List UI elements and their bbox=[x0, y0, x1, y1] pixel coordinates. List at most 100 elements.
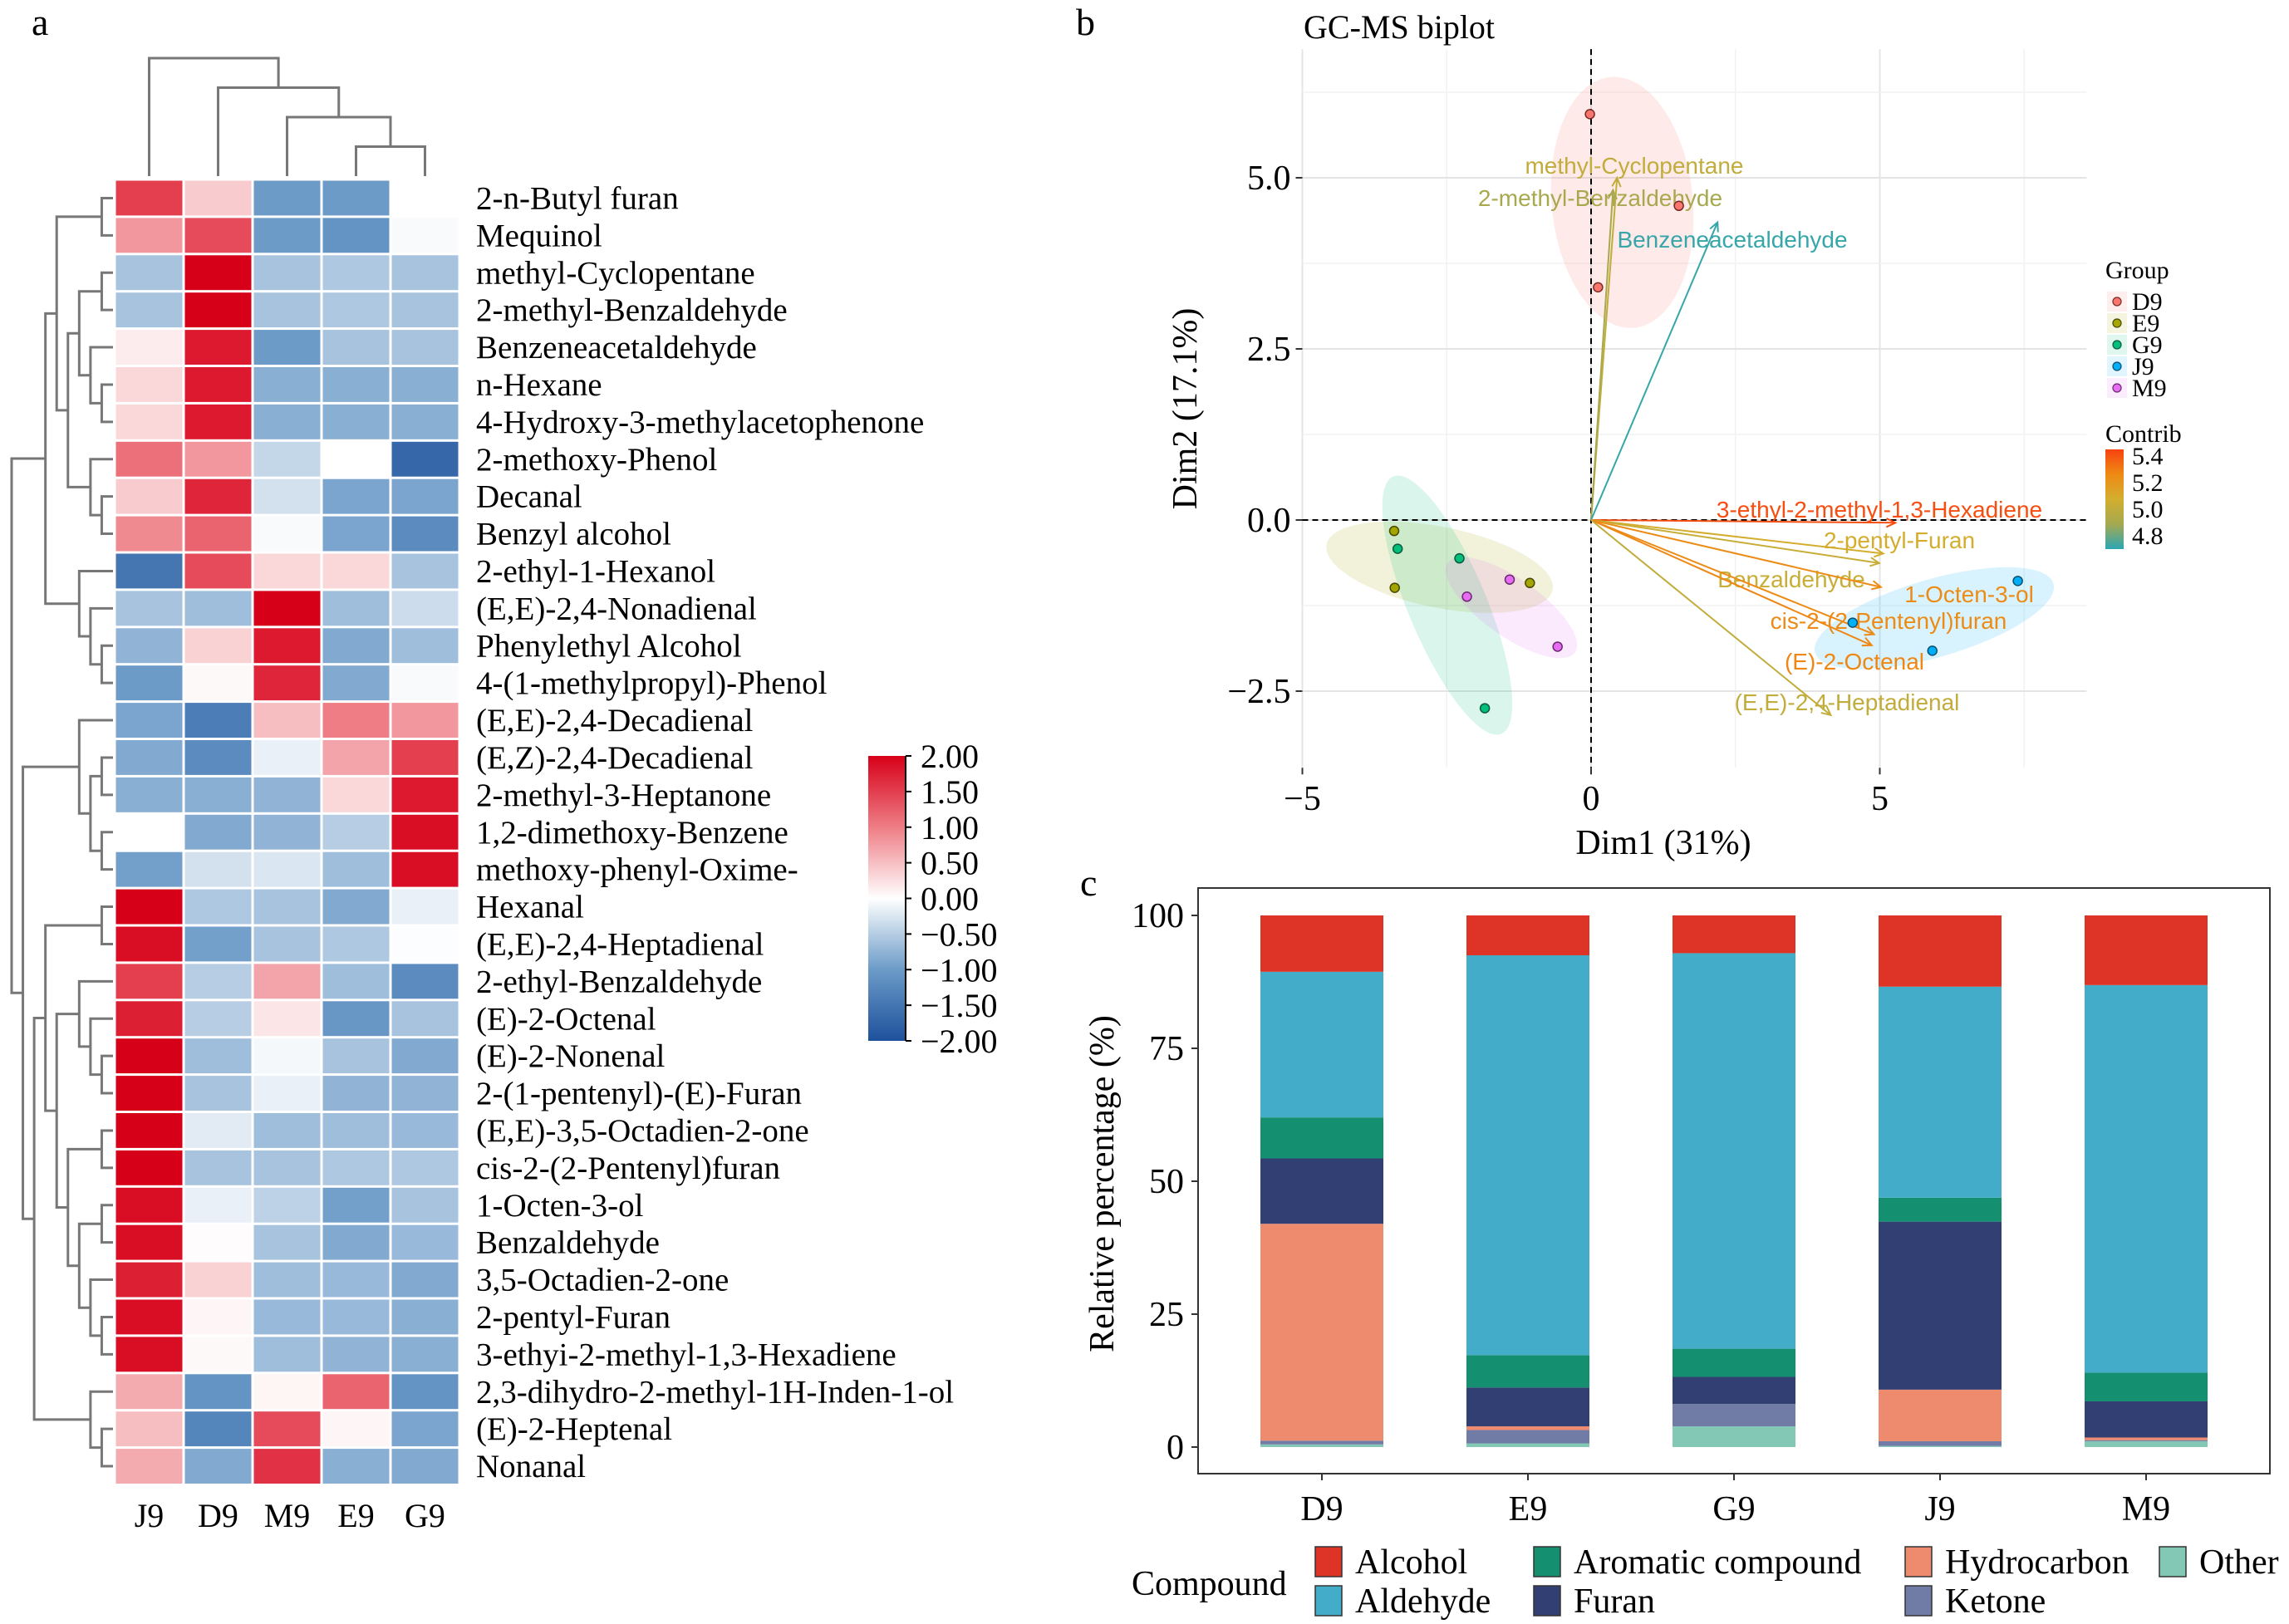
variable-label: (E,E)-2,4-Heptadienal bbox=[1735, 689, 1960, 715]
heatmap-cell bbox=[115, 1113, 183, 1148]
row-label: 2-methoxy-Phenol bbox=[476, 442, 717, 478]
individual-point bbox=[1461, 591, 1472, 602]
heatmap-panel: 2-n-Butyl furanMequinolmethyl-Cyclopenta… bbox=[10, 56, 998, 1534]
heatmap-cell bbox=[391, 441, 459, 477]
heatmap-cell bbox=[322, 180, 390, 216]
heatmap-cell bbox=[184, 1374, 252, 1410]
row-dendrogram-branch bbox=[66, 331, 91, 488]
row-label: n-Hexane bbox=[476, 367, 602, 403]
variable-arrow bbox=[1590, 519, 1884, 555]
y-tick-label: 0.0 bbox=[1247, 502, 1291, 540]
row-label: 4-Hydroxy-3-methylacetophenone bbox=[476, 405, 924, 440]
individual-point bbox=[1673, 200, 1684, 212]
heatmap-cell bbox=[115, 1262, 183, 1298]
colorbar bbox=[868, 756, 905, 1041]
x-tick-label: J9 bbox=[1924, 1490, 1955, 1528]
arrowhead bbox=[1709, 220, 1719, 233]
heatmap-cell bbox=[115, 703, 183, 738]
bar-segment-aromatic-compound bbox=[1879, 1197, 2002, 1222]
arrowhead bbox=[1869, 557, 1882, 567]
colorbar-tick-label: −1.50 bbox=[921, 987, 998, 1024]
bar-segment-alcohol bbox=[2085, 915, 2208, 985]
variable-arrow bbox=[1590, 222, 1719, 521]
bar-segment-aromatic-compound bbox=[1260, 1117, 1383, 1159]
variable-label: cis-2-(2-Pentenyl)furan bbox=[1771, 608, 2007, 634]
bar-segment-aldehyde bbox=[1879, 986, 2002, 1198]
heatmap-cell bbox=[184, 1337, 252, 1372]
bar-segment-furan bbox=[2085, 1401, 2208, 1438]
variable-arrow bbox=[1590, 519, 1879, 564]
heatmap-cell bbox=[391, 740, 459, 775]
stacked-bar-panel: 0 25 50 75 100 D9 E9 G9 J9 M9 Relative percentage … bbox=[1083, 887, 2279, 1621]
legend-label: Ketone bbox=[1945, 1582, 2046, 1621]
legend-title: Compound bbox=[1132, 1565, 1287, 1603]
row-dendrogram-branch bbox=[89, 1017, 113, 1077]
heatmap-cell bbox=[115, 814, 183, 850]
variable-label: 2-methyl-Benzaldehyde bbox=[1478, 185, 1722, 211]
row-label: 2,3-dihydro-2-methyl-1H-Inden-1-ol bbox=[476, 1374, 954, 1410]
heatmap-cell bbox=[253, 1001, 321, 1037]
heatmap-cell bbox=[253, 330, 321, 365]
heatmap-cell bbox=[253, 441, 321, 477]
colorbar-tick-label: −1.00 bbox=[921, 951, 998, 989]
column-label: G9 bbox=[405, 1497, 445, 1534]
heatmap-cell bbox=[322, 1187, 390, 1223]
bar-segment-furan bbox=[1879, 1221, 2002, 1390]
heatmap-cell bbox=[391, 851, 459, 887]
heatmap-cell bbox=[253, 1337, 321, 1372]
group-ellipse bbox=[1550, 76, 1694, 328]
legend-group-label: E9 bbox=[2132, 310, 2159, 337]
heatmap-cell bbox=[253, 703, 321, 738]
heatmap-cell bbox=[322, 1150, 390, 1185]
heatmap-cell bbox=[391, 964, 459, 999]
contrib-tick-label: 4.8 bbox=[2132, 523, 2164, 550]
row-dendrogram-branch bbox=[100, 1204, 113, 1244]
y-tick-label: 5.0 bbox=[1247, 159, 1291, 198]
heatmap-cell bbox=[391, 1374, 459, 1410]
heatmap-cell bbox=[322, 553, 390, 589]
heatmap-cell bbox=[322, 1076, 390, 1111]
variable-arrow bbox=[1590, 519, 1882, 588]
heatmap-cell bbox=[391, 889, 459, 925]
heatmap-cell bbox=[322, 367, 390, 402]
y-tick-label: 75 bbox=[1149, 1030, 1184, 1068]
row-dendrogram-branch bbox=[100, 644, 113, 684]
legend-label: Other bbox=[2199, 1543, 2279, 1582]
heatmap-cell bbox=[253, 814, 321, 850]
bar-segment-furan bbox=[1673, 1376, 1795, 1405]
row-label: 2-ethyl-1-Hexanol bbox=[476, 553, 715, 589]
heatmap-cell bbox=[115, 330, 183, 365]
row-label: (E,E)-2,4-Heptadienal bbox=[476, 926, 764, 962]
heatmap-cell bbox=[253, 1411, 321, 1447]
heatmap-cell bbox=[391, 516, 459, 552]
heatmap-cell bbox=[391, 1449, 459, 1484]
heatmap-cell bbox=[322, 330, 390, 365]
heatmap-cell bbox=[253, 1038, 321, 1074]
heatmap-cell bbox=[184, 180, 252, 216]
heatmap-cell bbox=[322, 441, 390, 477]
row-label: 2-methyl-3-Heptanone bbox=[476, 778, 771, 813]
heatmap-cell bbox=[322, 964, 390, 999]
y-axis-title: Dim2 (17.1%) bbox=[1167, 308, 1205, 510]
heatmap-cell bbox=[253, 1262, 321, 1298]
heatmap-cell bbox=[253, 1299, 321, 1335]
heatmap-cell bbox=[391, 1411, 459, 1447]
column-label: M9 bbox=[264, 1497, 311, 1534]
colorbar-tick-label: 2.00 bbox=[921, 738, 979, 775]
heatmap-cell bbox=[391, 1038, 459, 1074]
panel-letter-c: c bbox=[1080, 861, 1097, 904]
heatmap-cell bbox=[184, 1076, 252, 1111]
heatmap-cell bbox=[391, 1001, 459, 1037]
heatmap-cell bbox=[184, 478, 252, 514]
bar-segment-aldehyde bbox=[1673, 953, 1795, 1349]
heatmap-cell bbox=[115, 441, 183, 477]
bar-segment-aldehyde bbox=[1260, 971, 1383, 1118]
legend-group-label: J9 bbox=[2132, 353, 2154, 380]
row-dendrogram-branch bbox=[10, 457, 46, 994]
colorbar-tick-label: 0.50 bbox=[921, 845, 979, 882]
heatmap-cell bbox=[115, 1449, 183, 1484]
heatmap-cell bbox=[253, 1187, 321, 1223]
bar-segment-alcohol bbox=[1260, 915, 1383, 972]
row-label: (E,E)-2,4-Decadienal bbox=[476, 703, 754, 738]
